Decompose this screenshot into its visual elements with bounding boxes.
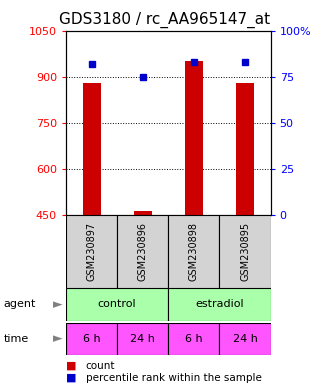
Bar (66, 215, 117, 288)
Text: agent: agent (3, 299, 36, 310)
Text: GSM230898: GSM230898 (189, 222, 199, 281)
Bar (168, 215, 219, 288)
Text: 24 h: 24 h (233, 334, 257, 344)
Text: count: count (86, 361, 115, 371)
Text: ■: ■ (66, 361, 77, 371)
Text: ►: ► (53, 333, 63, 345)
Bar (185, 61, 203, 215)
Bar (134, 211, 152, 215)
Text: GSM230897: GSM230897 (86, 222, 97, 281)
Text: control: control (98, 299, 137, 310)
Text: 24 h: 24 h (130, 334, 155, 344)
Bar (66, 323, 117, 355)
Text: GDS3180 / rc_AA965147_at: GDS3180 / rc_AA965147_at (59, 12, 271, 28)
Bar (168, 288, 271, 321)
Text: GSM230896: GSM230896 (138, 222, 148, 281)
Bar (82, 83, 101, 215)
Bar (236, 83, 254, 215)
Text: percentile rank within the sample: percentile rank within the sample (86, 373, 262, 383)
Bar (219, 323, 271, 355)
Bar (117, 215, 168, 288)
Text: ►: ► (53, 298, 63, 311)
Text: time: time (3, 334, 29, 344)
Bar (168, 323, 219, 355)
Bar (219, 215, 271, 288)
Text: ■: ■ (66, 373, 77, 383)
Text: GSM230895: GSM230895 (240, 222, 250, 281)
Bar (117, 323, 168, 355)
Text: estradiol: estradiol (195, 299, 244, 310)
Text: 6 h: 6 h (185, 334, 203, 344)
Bar (66, 288, 168, 321)
Text: 6 h: 6 h (83, 334, 100, 344)
